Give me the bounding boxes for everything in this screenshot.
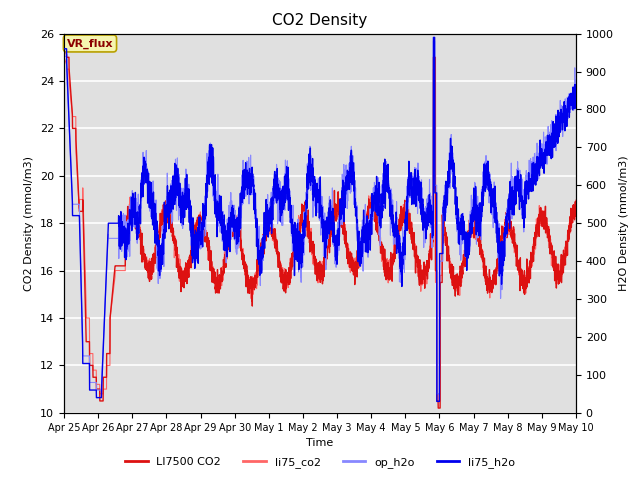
li75_h2o [60,46,68,52]
li75_h2o [278,207,286,213]
op_h2o [257,283,264,288]
LI7500 CO2 [278,267,286,273]
Legend: LI7500 CO2, li75_co2, op_h2o, li75_h2o: LI7500 CO2, li75_co2, op_h2o, li75_h2o [121,452,519,472]
li75_h2o [572,90,580,96]
li75_co2 [563,248,570,253]
X-axis label: Time: Time [307,438,333,448]
li75_co2 [435,398,442,404]
op_h2o [563,99,570,105]
op_h2o [508,188,515,193]
LI7500 CO2 [572,205,580,211]
op_h2o [118,239,126,245]
Y-axis label: CO2 Density (mmol/m3): CO2 Density (mmol/m3) [24,156,35,291]
LI7500 CO2 [149,270,157,276]
Y-axis label: H2O Density (mmol/m3): H2O Density (mmol/m3) [620,156,629,291]
li75_co2 [118,268,126,274]
LI7500 CO2 [435,405,442,411]
Line: LI7500 CO2: LI7500 CO2 [64,46,576,408]
li75_h2o [149,204,157,210]
li75_h2o [433,398,441,404]
op_h2o [429,38,437,44]
li75_co2 [507,231,515,237]
LI7500 CO2 [257,251,264,256]
li75_h2o [118,222,126,228]
li75_h2o [563,113,570,119]
Line: op_h2o: op_h2o [64,41,576,394]
LI7500 CO2 [60,43,68,48]
Title: CO2 Density: CO2 Density [273,13,367,28]
Line: li75_h2o: li75_h2o [64,37,576,401]
li75_co2 [572,197,580,203]
li75_h2o [508,200,515,205]
li75_co2 [60,54,68,60]
LI7500 CO2 [563,238,570,244]
op_h2o [433,391,441,396]
LI7500 CO2 [507,218,515,224]
li75_h2o [429,35,437,40]
op_h2o [149,198,157,204]
LI7500 CO2 [118,263,126,269]
Text: VR_flux: VR_flux [67,38,113,48]
li75_co2 [278,268,286,274]
li75_h2o [257,257,264,263]
op_h2o [278,198,286,204]
op_h2o [60,53,68,59]
li75_co2 [149,267,157,273]
li75_co2 [257,255,264,261]
Line: li75_co2: li75_co2 [64,57,576,401]
op_h2o [572,77,580,83]
